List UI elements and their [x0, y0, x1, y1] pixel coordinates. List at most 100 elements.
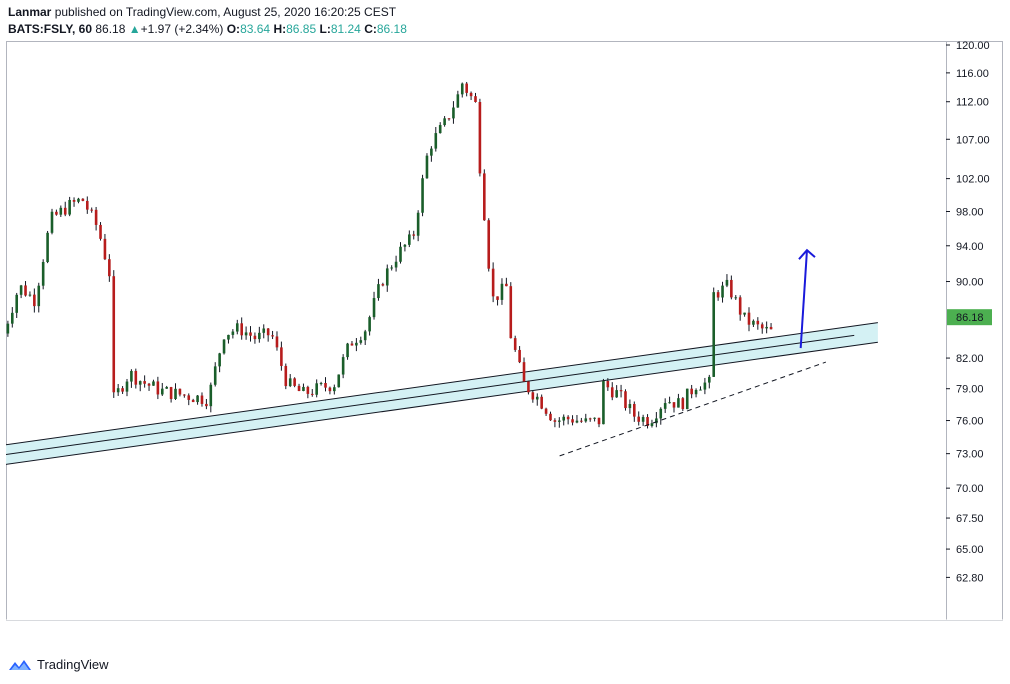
candle-body-96 — [425, 155, 429, 179]
candle-body-10 — [46, 232, 49, 263]
candle-body-70 — [310, 393, 314, 395]
candle-body-64 — [284, 365, 288, 387]
candle-body-109 — [483, 173, 486, 221]
y-tick-label-1: 116.00 — [956, 68, 989, 80]
low-value: 81.24 — [330, 22, 361, 36]
candle-body-127 — [562, 416, 566, 421]
y-tick-label-4: 102.00 — [956, 174, 990, 186]
trend-channel[interactable] — [6, 322, 878, 470]
candle-body-8 — [37, 285, 41, 307]
candle-body-13 — [59, 207, 63, 215]
candle-body-163 — [721, 285, 724, 298]
y-tick-label-12: 70.00 — [956, 483, 984, 495]
candle-body-88 — [390, 267, 393, 269]
candle-body-147 — [650, 423, 654, 426]
candle-body-28 — [125, 381, 129, 392]
candle-body-37 — [165, 387, 168, 389]
candle-body-153 — [677, 398, 680, 408]
candle-body-93 — [412, 234, 416, 236]
candle-body-173 — [765, 326, 768, 329]
candle-body-24 — [108, 259, 111, 277]
channel-lower-line[interactable] — [6, 341, 878, 469]
candle-body-27 — [121, 388, 124, 392]
last-price-label: 86.18 — [956, 312, 984, 324]
candle-body-159 — [703, 382, 707, 390]
candle-body-84 — [372, 298, 376, 318]
candle-body-98 — [434, 133, 438, 149]
y-tick-label-8: 82.00 — [956, 353, 984, 365]
candle-body-154 — [681, 398, 685, 410]
candle-body-103 — [456, 94, 460, 108]
candle-body-68 — [302, 386, 305, 392]
candle-body-171 — [756, 320, 760, 325]
candle-body-107 — [474, 96, 477, 102]
published-text: published on TradingView.com, August 25,… — [54, 5, 397, 19]
tradingview-brand[interactable]: TradingView — [8, 657, 109, 672]
candle-body-72 — [319, 383, 323, 385]
candle-body-40 — [178, 388, 182, 395]
candle-body-121 — [535, 396, 539, 400]
candle-body-29 — [130, 370, 133, 382]
candle-body-71 — [315, 383, 318, 395]
candle-body-110 — [487, 220, 491, 269]
candle-body-145 — [641, 417, 645, 422]
candle-body-21 — [94, 209, 98, 225]
y-tick-label-3: 107.00 — [956, 134, 990, 146]
support-trendline[interactable] — [559, 361, 827, 457]
candle-body-148 — [655, 418, 658, 424]
price-chart[interactable]: 120.00 116.00 112.00 107.00 102.00 98.00 94.00… — [6, 41, 1003, 621]
y-tick-label-10: 76.00 — [956, 416, 984, 428]
candle-body-42 — [187, 395, 191, 400]
publish-info: Lanmar published on TradingView.com, Aug… — [8, 5, 396, 19]
candle-body-123 — [544, 408, 548, 414]
candle-body-144 — [637, 416, 641, 422]
candle-body-125 — [553, 420, 557, 422]
candle-body-102 — [452, 107, 455, 119]
candle-body-117 — [518, 349, 521, 363]
candle-body-59 — [262, 328, 266, 333]
price-axis[interactable]: 120.00 116.00 112.00 107.00 102.00 98.00 94.00… — [946, 41, 990, 584]
candle-body-3 — [15, 294, 19, 313]
arrow-head — [798, 248, 816, 260]
candle-body-137 — [606, 381, 610, 388]
candle-body-41 — [183, 394, 186, 396]
candle-body-136 — [602, 381, 605, 425]
candle-body-149 — [659, 408, 663, 419]
candle-body-63 — [280, 347, 283, 366]
last-price-marker: 86.18 — [947, 309, 992, 326]
brand-text: TradingView — [37, 657, 109, 672]
author-name[interactable]: Lanmar — [8, 5, 52, 19]
candle-body-32 — [143, 381, 146, 384]
candle-body-82 — [363, 331, 367, 341]
chart-area[interactable]: 120.00 116.00 112.00 107.00 102.00 98.00 94.00… — [6, 41, 1003, 621]
candle-body-81 — [359, 340, 363, 343]
candle-body-69 — [306, 386, 310, 394]
up-arrow-icon: ▲ — [128, 22, 141, 36]
high-label: H: — [273, 22, 287, 36]
candle-body-11 — [50, 211, 54, 233]
candle-body-20 — [90, 209, 93, 211]
candle-body-62 — [275, 336, 279, 348]
y-tick-label-13: 67.50 — [956, 513, 984, 525]
candle-body-142 — [628, 404, 632, 409]
candle-body-94 — [416, 212, 420, 236]
candle-body-156 — [690, 388, 693, 395]
projection-arrow[interactable] — [798, 248, 816, 349]
candle-body-36 — [160, 388, 164, 395]
candle-body-118 — [522, 362, 526, 382]
candle-body-124 — [549, 413, 552, 421]
candle-body-105 — [465, 83, 468, 93]
channel-upper-line[interactable] — [6, 322, 878, 450]
time-axis[interactable]: 132027Aug101724Sep — [6, 619, 1003, 621]
candle-body-9 — [41, 262, 45, 286]
channel-middle-line[interactable] — [6, 334, 855, 459]
candles-group — [6, 81, 773, 429]
candle-body-97 — [430, 148, 433, 156]
y-tick-label-2: 112.00 — [956, 97, 989, 109]
candle-body-53 — [235, 323, 239, 332]
candle-body-2 — [10, 312, 14, 324]
candle-body-75 — [333, 387, 336, 392]
candle-body-52 — [231, 331, 235, 335]
candle-body-54 — [240, 323, 243, 336]
change-text: +1.97 (+2.34%) — [140, 22, 224, 36]
